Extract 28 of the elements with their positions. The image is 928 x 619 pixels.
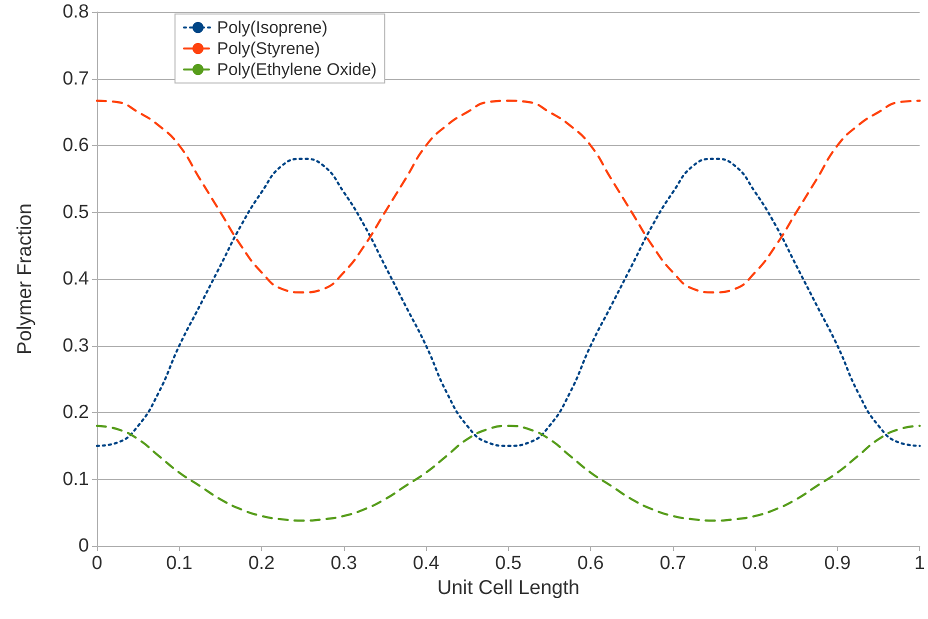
- legend-label: Poly(Isoprene): [217, 18, 328, 37]
- x-tick-label: 0: [92, 553, 102, 574]
- y-tick-label: 0.4: [62, 268, 90, 290]
- y-tick-label: 0.1: [62, 468, 89, 490]
- x-tick-label: 0.7: [660, 553, 686, 574]
- line-series: [96, 158, 921, 447]
- y-tick-label: 0.2: [62, 402, 89, 423]
- x-tick-label: 0.4: [412, 553, 440, 574]
- x-tick-label: 0.1: [166, 553, 192, 574]
- x-tick-label: 0.3: [330, 553, 358, 574]
- line-series: [96, 100, 921, 294]
- x-tick-label: 0.8: [742, 553, 768, 574]
- y-tick-label: 0.8: [62, 2, 89, 22]
- y-tick-label: 0.3: [62, 335, 89, 356]
- legend-label: Poly(Ethylene Oxide): [217, 60, 377, 79]
- x-tick-label: 1: [914, 553, 926, 574]
- x-tick-label: 0.6: [577, 553, 604, 574]
- y-tick-label: 0.5: [62, 202, 89, 223]
- x-tick-label: 0.9: [824, 553, 851, 574]
- x-tick-label: 0.2: [248, 553, 275, 574]
- y-tick-label: 0.7: [62, 68, 89, 90]
- y-axis-title: Polymer Fraction: [14, 203, 36, 355]
- y-tick-label: 0.6: [62, 135, 89, 156]
- legend-label: Poly(Styrene): [217, 39, 320, 58]
- x-tick-label: 0.5: [495, 553, 522, 574]
- x-axis-title: Unit Cell Length: [437, 577, 580, 599]
- line-series: [96, 424, 921, 522]
- y-tick-label: 0: [78, 536, 89, 556]
